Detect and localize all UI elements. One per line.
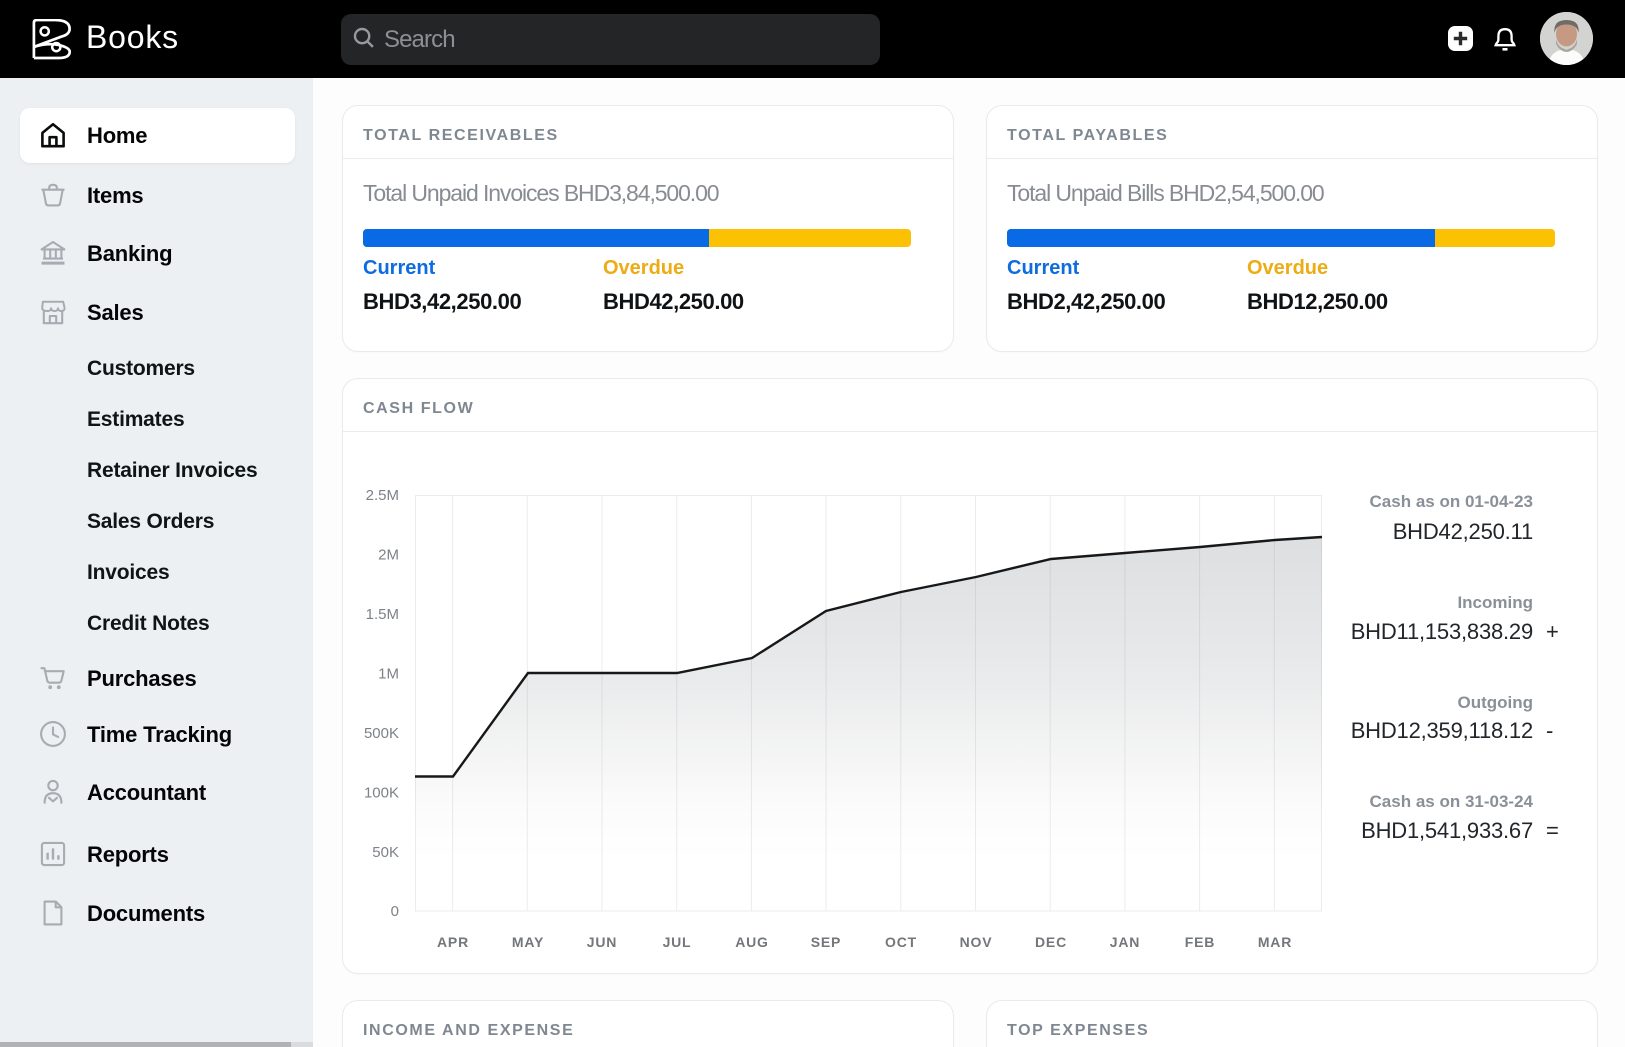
svg-text:JUN: JUN [587, 934, 617, 950]
svg-text:0: 0 [391, 903, 399, 920]
svg-text:1M: 1M [378, 666, 399, 683]
svg-text:APR: APR [437, 934, 469, 950]
svg-text:1.5M: 1.5M [366, 606, 399, 623]
svg-text:AUG: AUG [735, 934, 769, 950]
svg-text:DEC: DEC [1035, 934, 1067, 950]
svg-text:2M: 2M [378, 547, 399, 564]
svg-text:2.5M: 2.5M [366, 487, 399, 504]
svg-text:FEB: FEB [1185, 934, 1215, 950]
svg-text:500K: 500K [364, 725, 399, 742]
svg-text:MAY: MAY [512, 934, 544, 950]
svg-text:50K: 50K [372, 844, 399, 861]
svg-text:JUL: JUL [663, 934, 692, 950]
svg-text:100K: 100K [364, 785, 399, 802]
svg-text:SEP: SEP [811, 934, 841, 950]
svg-text:NOV: NOV [960, 934, 993, 950]
svg-text:MAR: MAR [1258, 934, 1292, 950]
svg-text:JAN: JAN [1110, 934, 1140, 950]
svg-text:OCT: OCT [885, 934, 917, 950]
